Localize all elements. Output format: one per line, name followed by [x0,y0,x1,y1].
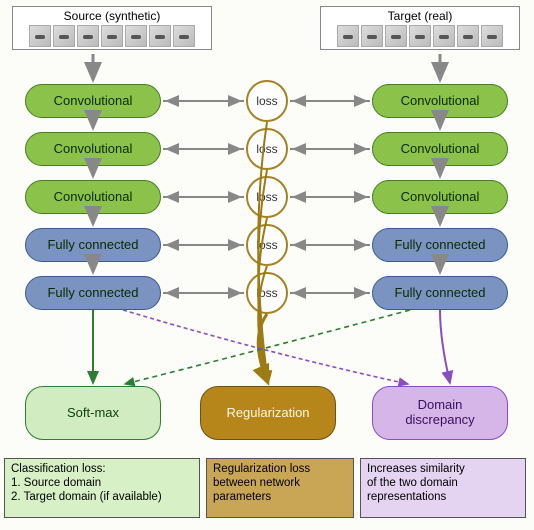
loss-node: loss [246,176,288,218]
image-box: Target (real) [320,6,520,50]
regularization-node: Regularization [200,386,336,440]
thumb [125,25,147,47]
thumb [77,25,99,47]
thumb [433,25,455,47]
legend-line: representations [367,491,519,505]
conv-layer-right: Convolutional [372,132,508,166]
thumb [53,25,75,47]
softmax-node: Soft-max [25,386,161,440]
loss-node: loss [246,272,288,314]
thumb [29,25,51,47]
legend-line: between network [213,477,347,491]
legend-line: Regularization loss [213,463,347,477]
conv-layer-left: Convolutional [25,84,161,118]
thumb [481,25,503,47]
conv-layer-right: Convolutional [372,180,508,214]
fc-layer-left: Fully connected [25,228,161,262]
thumb [101,25,123,47]
legend-line: parameters [213,491,347,505]
legend-classification: Classification loss: 1. Source domain 2.… [4,458,200,518]
thumb [409,25,431,47]
thumb [149,25,171,47]
legend-line: 1. Source domain [11,477,193,491]
legend-line: 2. Target domain (if available) [11,491,193,505]
fc-layer-right: Fully connected [372,276,508,310]
legend-line: of the two domain [367,477,519,491]
fc-layer-right: Fully connected [372,228,508,262]
thumb [173,25,195,47]
thumb [457,25,479,47]
fc-layer-left: Fully connected [25,276,161,310]
conv-layer-left: Convolutional [25,132,161,166]
conv-layer-left: Convolutional [25,180,161,214]
thumb [361,25,383,47]
image-box-title: Source (synthetic) [64,9,161,23]
loss-node: loss [246,128,288,170]
image-box: Source (synthetic) [12,6,212,50]
thumb [337,25,359,47]
conv-layer-right: Convolutional [372,84,508,118]
loss-node: loss [246,224,288,266]
legend-line: Increases similarity [367,463,519,477]
loss-node: loss [246,80,288,122]
domain-discrepancy-node: Domain discrepancy [372,386,508,440]
thumb [385,25,407,47]
legend-regularization: Regularization lossbetween networkparame… [206,458,354,518]
thumb-row [29,25,195,47]
legend-line: Classification loss: [11,463,193,477]
legend-domain: Increases similarityof the two domainrep… [360,458,526,518]
thumb-row [337,25,503,47]
image-box-title: Target (real) [388,9,453,23]
